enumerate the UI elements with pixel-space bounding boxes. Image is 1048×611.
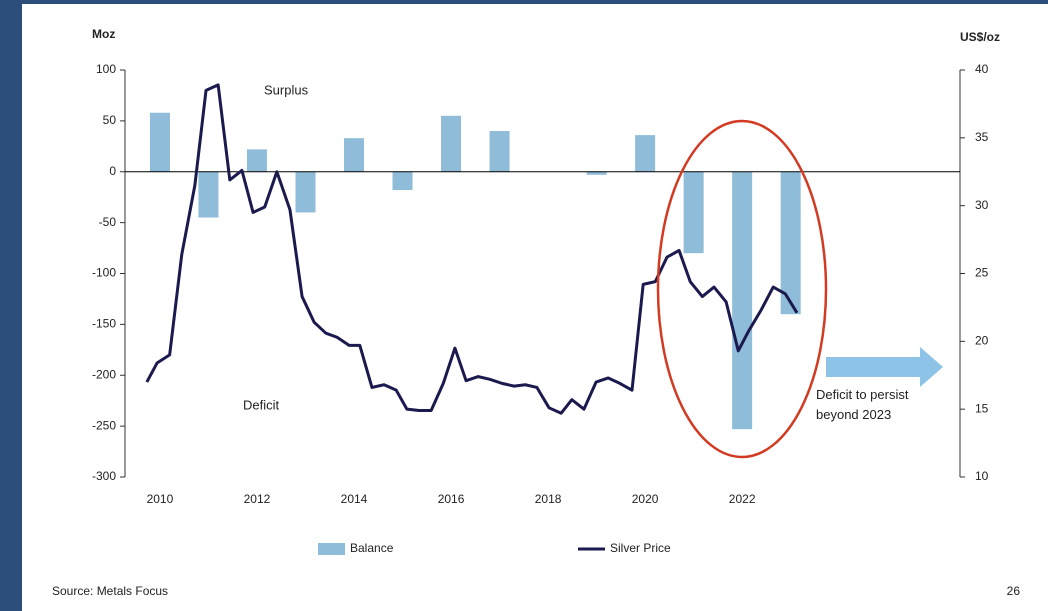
bar	[489, 131, 510, 172]
bar	[586, 171, 607, 175]
legend-label: Silver Price	[610, 541, 671, 555]
y-tick-label: -250	[92, 418, 116, 432]
y-tick-label: 0	[109, 164, 116, 178]
x-tick-label: 2014	[341, 492, 368, 506]
x-tick-label: 2016	[438, 492, 465, 506]
y2-axis-label: US$/oz	[960, 30, 1000, 44]
bar	[635, 135, 656, 172]
y2-tick-label: 10	[975, 469, 989, 483]
bar	[732, 171, 753, 430]
bar	[344, 138, 365, 172]
y2-tick-label: 40	[975, 62, 989, 76]
annotation: Deficit to persist beyond 2023	[816, 387, 909, 422]
annotation: Deficit	[243, 397, 280, 412]
legend-label: Balance	[350, 541, 394, 555]
page-number: 26	[1007, 584, 1021, 598]
y2-tick-label: 25	[975, 266, 989, 280]
slide	[22, 4, 1048, 611]
arrow	[826, 347, 943, 387]
y2-tick-label: 15	[975, 401, 989, 415]
bar	[246, 149, 267, 172]
y2-tick-label: 30	[975, 198, 989, 212]
x-tick-label: 2018	[535, 492, 562, 506]
bar	[780, 171, 801, 315]
bar	[683, 171, 704, 254]
y-tick-label: 50	[103, 113, 117, 127]
annotation-line: Deficit to persist	[816, 387, 909, 402]
x-tick-label: 2022	[729, 492, 756, 506]
y-tick-label: -150	[92, 317, 116, 331]
annotation-line: beyond 2023	[816, 407, 891, 422]
bar	[441, 115, 462, 172]
y-tick-label: -200	[92, 367, 116, 381]
highlight	[656, 119, 828, 459]
y-axis-label: Moz	[92, 27, 115, 41]
y-tick-label: -300	[92, 469, 116, 483]
y2-tick-label: 35	[975, 130, 989, 144]
bar	[149, 112, 170, 172]
x-tick-label: 2012	[244, 492, 271, 506]
x-tick-label: 2020	[632, 492, 659, 506]
source: Source: Metals Focus	[52, 584, 168, 598]
x-tick-label: 2010	[147, 492, 174, 506]
y-tick-label: -50	[99, 215, 117, 229]
bar	[198, 171, 219, 218]
bar	[295, 171, 316, 213]
y2-tick-label: 20	[975, 334, 989, 348]
y-tick-label: -100	[92, 266, 116, 280]
line	[145, 83, 799, 415]
bar	[392, 171, 413, 191]
legend-swatch	[318, 543, 345, 555]
annotation: Surplus	[264, 82, 309, 97]
y-tick-label: 100	[96, 62, 116, 76]
